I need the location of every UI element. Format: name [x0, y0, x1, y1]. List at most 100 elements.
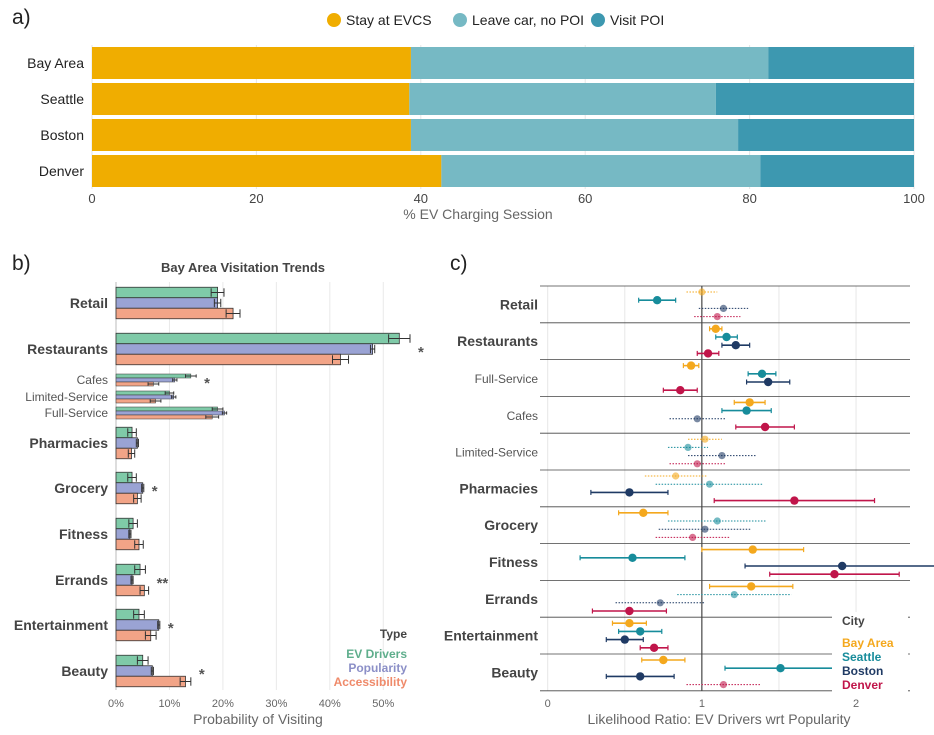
panel-a-category-label: Bay Area: [27, 55, 84, 71]
panel-c-category-labels: Retail Restaurants Full-Service Cafes Limite…: [444, 296, 538, 680]
panel-b-category-label: Errands: [55, 572, 108, 588]
panel-c-point: [718, 452, 726, 460]
panel-c-label: c): [450, 252, 468, 275]
panel-a-category-label: Seattle: [40, 91, 84, 107]
panel-c-legend-entry: Seattle: [842, 650, 882, 664]
panel-c-point: [701, 525, 709, 533]
panel-b-bar: [115, 414, 213, 420]
panel-b-x-tick: 0%: [108, 698, 124, 710]
panel-b-bar: [115, 410, 225, 416]
panel-c-point: [719, 304, 728, 312]
panel-c-category-label: Grocery: [484, 517, 538, 533]
panel-c-point: [686, 361, 696, 370]
panel-b-category-label: Fitness: [59, 526, 108, 542]
panel-c-category-label: Full-Service: [475, 372, 539, 386]
panel-a-legend-swatch: [591, 13, 605, 27]
panel-b-category-label: Entertainment: [14, 617, 108, 633]
panel-b-bar: [115, 394, 174, 400]
panel-a-category-labels: Bay Area Seattle Boston Denver: [27, 55, 84, 179]
panel-a-category-label: Denver: [39, 163, 84, 179]
panel-c-point: [684, 443, 692, 451]
panel-c-point: [693, 460, 701, 468]
panel-c-point: [722, 332, 731, 342]
panel-c-point: [701, 435, 709, 443]
panel-a-x-tick: 80: [742, 191, 756, 206]
panel-c-point: [636, 672, 645, 681]
panel-c-legend-entry: Denver: [842, 678, 883, 692]
panel-b-bar: [115, 406, 218, 412]
panel-c-point: [689, 533, 697, 542]
panel-c-point: [672, 472, 680, 480]
panel-b-bar: [115, 307, 234, 320]
panel-c-point: [625, 619, 634, 628]
panel-a-x-tick: 40: [414, 191, 428, 206]
panel-b-x-tick: 50%: [372, 698, 394, 710]
panel-a: a) Stay at EVCS Leave car, no POI Visit PO…: [12, 6, 925, 222]
panel-b-legend-title: Type: [380, 627, 407, 641]
panel-c-point: [620, 635, 629, 644]
panel-a-x-tick: 0: [88, 191, 95, 206]
panel-b-title: Bay Area Visitation Trends: [161, 260, 325, 275]
panel-c-point: [730, 591, 738, 599]
panel-b-category-label: Retail: [70, 295, 108, 311]
panel-b-significance-marker: *: [204, 375, 210, 392]
panel-c-point: [776, 664, 785, 673]
panel-a-bar-segment: [715, 83, 914, 115]
panel-b-legend-entry: Accessibility: [334, 675, 408, 689]
panel-c-point: [837, 561, 847, 571]
panel-b-category-label: Limited-Service: [25, 390, 108, 404]
panel-b-bar: [115, 619, 160, 631]
panel-b-x-axis-label: Probability of Visiting: [193, 711, 323, 727]
panel-a-category-label: Boston: [40, 127, 84, 143]
panel-a-bar-segment: [768, 47, 914, 79]
panel-b-bar: [115, 286, 218, 299]
panel-c-point: [705, 480, 714, 488]
panel-b-significance-marker: *: [418, 344, 424, 361]
panel-b-category-label: Grocery: [54, 480, 108, 496]
panel-a-bar-segment: [441, 155, 761, 187]
panel-c-category-label: Cafes: [507, 409, 538, 423]
panel-c-point: [656, 599, 664, 607]
panel-c-x-ticks: 0 1 2: [545, 698, 859, 710]
panel-a-bar-segment: [92, 155, 442, 187]
panel-c-x-tick: 2: [853, 698, 859, 710]
panel-a-bar-segment: [410, 47, 769, 79]
panel-b-bar: [115, 675, 186, 688]
panel-b-x-tick: 20%: [212, 698, 234, 710]
panel-b-legend-entry: EV Drivers: [346, 647, 407, 661]
panel-c-point: [713, 313, 721, 321]
panel-b-bar: [115, 353, 341, 366]
panel-b-significance-marker: *: [152, 483, 158, 500]
panel-b-significance-marker: *: [199, 666, 205, 683]
panel-b-category-labels: Retail Restaurants Cafes Limited-Service Ful…: [14, 295, 108, 679]
panel-c-grid: [540, 285, 910, 692]
panel-c-category-label: Restaurants: [457, 333, 538, 349]
panel-a-bar-segment: [92, 119, 411, 151]
panel-a-bars: [92, 47, 914, 187]
panel-c-point: [676, 386, 685, 395]
panel-b-category-label: Beauty: [61, 663, 108, 679]
panel-c-legend-box: [832, 612, 908, 692]
panel-c-x-tick: 1: [699, 698, 705, 710]
panel-b-category-label: Cafes: [77, 373, 108, 387]
panel-b-bars: [115, 286, 411, 688]
panel-c-point: [652, 296, 662, 305]
panel-b-significance-marker: *: [168, 620, 174, 637]
panel-c-point: [636, 627, 645, 636]
panel-c-point: [639, 508, 648, 517]
panel-c-point: [628, 553, 637, 562]
panel-a-x-tick: 100: [903, 191, 925, 206]
panel-b-x-ticks: 0% 10% 20% 30% 40% 50%: [108, 698, 394, 710]
panel-b-bar: [115, 482, 144, 494]
panel-b-bar: [115, 665, 153, 677]
panel-b-bar: [115, 373, 192, 379]
panel-c-point: [698, 288, 706, 296]
panel-c-point: [763, 377, 773, 387]
panel-b-bar: [115, 390, 170, 396]
panel-b-bar: [115, 297, 218, 309]
panel-a-bar-segment: [738, 119, 914, 151]
panel-c-point: [731, 341, 740, 350]
panel-a-bar-segment: [410, 119, 739, 151]
